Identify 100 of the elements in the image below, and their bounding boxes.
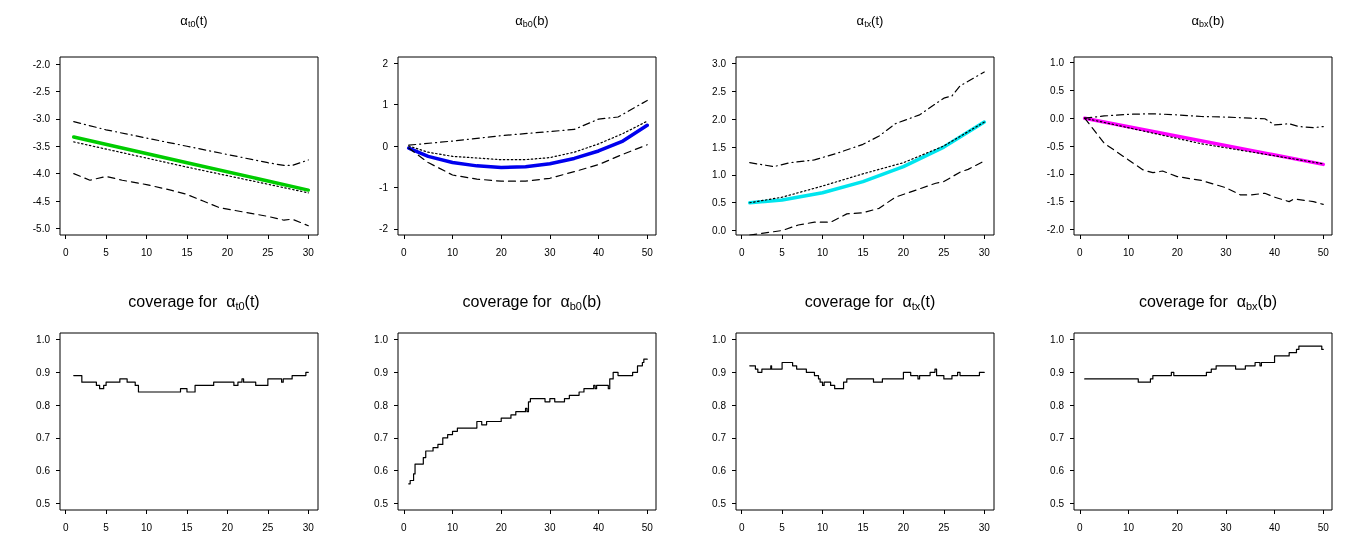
x-tick-label: 50 xyxy=(1317,246,1330,258)
x-tick-label: 0 xyxy=(738,246,745,258)
x-tick-label: 0 xyxy=(401,246,408,258)
x-tick-label: 20 xyxy=(221,521,234,533)
x-tick-label: 30 xyxy=(1220,521,1232,533)
y-tick-label: -2.0 xyxy=(1046,223,1065,235)
y-tick-label: 0.5 xyxy=(712,497,727,509)
y-tick-label: 3.0 xyxy=(712,58,727,70)
y-tick-label: -2 xyxy=(379,223,389,235)
x-tick-label: 10 xyxy=(140,521,153,533)
y-tick-label: -1 xyxy=(379,181,389,193)
x-tick-label: 20 xyxy=(221,246,234,258)
x-tick-label: 40 xyxy=(1269,521,1281,533)
y-tick-label: 2.0 xyxy=(712,113,727,125)
x-tick-label: 10 xyxy=(140,246,153,258)
y-tick-label: 0.9 xyxy=(36,366,51,378)
x-tick-label: 0 xyxy=(1077,246,1084,258)
x-tick-label: 50 xyxy=(641,521,654,533)
y-tick-label: 0.6 xyxy=(36,465,51,477)
x-tick-label: 15 xyxy=(857,246,869,258)
x-tick-label: 10 xyxy=(446,521,459,533)
y-tick-label: 0.8 xyxy=(1050,399,1065,411)
x-tick-label: 15 xyxy=(181,246,193,258)
x-tick-label: 20 xyxy=(1171,246,1184,258)
x-tick-label: 10 xyxy=(1122,521,1135,533)
y-tick-label: 2 xyxy=(382,57,389,69)
y-tick-label: 0.7 xyxy=(712,432,727,444)
x-tick-label: 5 xyxy=(103,521,110,533)
y-tick-label: -3.0 xyxy=(32,113,51,125)
y-tick-label: 1.0 xyxy=(1050,57,1065,69)
x-tick-label: 25 xyxy=(262,246,274,258)
y-tick-label: 0.0 xyxy=(1050,112,1065,124)
x-tick-label: 20 xyxy=(897,246,910,258)
x-tick-label: 10 xyxy=(446,246,459,258)
y-tick-label: -1.0 xyxy=(1046,168,1065,180)
y-tick-label: 0.6 xyxy=(374,465,389,477)
y-tick-label: 1.0 xyxy=(712,334,727,346)
x-tick-label: 40 xyxy=(593,521,605,533)
y-tick-label: 0.9 xyxy=(374,366,389,378)
x-tick-label: 30 xyxy=(978,521,991,533)
x-tick-label: 0 xyxy=(738,521,745,533)
x-tick-label: 0 xyxy=(62,246,69,258)
y-tick-label: 1.0 xyxy=(712,169,727,181)
x-tick-label: 20 xyxy=(1171,521,1184,533)
y-tick-label: 0 xyxy=(382,140,389,152)
y-tick-label: 0.7 xyxy=(1050,432,1065,444)
x-tick-label: 10 xyxy=(816,246,829,258)
y-tick-label: 0.5 xyxy=(712,197,727,209)
x-tick-label: 0 xyxy=(401,521,408,533)
x-tick-label: 5 xyxy=(103,246,110,258)
x-tick-label: 50 xyxy=(1317,521,1330,533)
x-tick-label: 5 xyxy=(779,521,786,533)
y-tick-label: 0.8 xyxy=(712,399,727,411)
y-tick-label: 1.0 xyxy=(374,334,389,346)
y-tick-label: 0.7 xyxy=(374,432,389,444)
x-tick-label: 15 xyxy=(181,521,193,533)
y-tick-label: -0.5 xyxy=(1046,140,1065,152)
y-tick-label: 1.0 xyxy=(1050,334,1065,346)
x-tick-label: 30 xyxy=(544,521,556,533)
x-tick-label: 20 xyxy=(495,521,508,533)
x-tick-label: 40 xyxy=(593,246,605,258)
x-tick-label: 15 xyxy=(857,521,869,533)
x-tick-label: 30 xyxy=(544,246,556,258)
y-tick-label: 0.5 xyxy=(36,497,51,509)
x-tick-label: 30 xyxy=(302,521,315,533)
x-tick-label: 10 xyxy=(1122,246,1135,258)
y-tick-label: 0.0 xyxy=(712,225,727,237)
x-tick-label: 5 xyxy=(779,246,786,258)
x-tick-label: 20 xyxy=(495,246,508,258)
y-tick-label: 0.5 xyxy=(374,497,389,509)
x-tick-label: 0 xyxy=(1077,521,1084,533)
y-tick-label: -4.5 xyxy=(32,195,51,207)
y-tick-label: 0.5 xyxy=(1050,84,1065,96)
y-tick-label: 0.6 xyxy=(712,465,727,477)
y-tick-label: 0.8 xyxy=(36,399,51,411)
x-tick-label: 20 xyxy=(897,521,910,533)
y-tick-label: -3.5 xyxy=(32,140,51,152)
x-tick-label: 50 xyxy=(641,246,654,258)
y-tick-label: -4.0 xyxy=(32,168,51,180)
y-tick-label: -2.5 xyxy=(32,86,51,97)
y-tick-label: 0.6 xyxy=(1050,465,1065,477)
y-tick-label: 0.9 xyxy=(1050,366,1065,378)
y-tick-label: 1.5 xyxy=(712,141,727,153)
y-tick-label: 0.7 xyxy=(36,432,51,444)
x-tick-label: 30 xyxy=(302,246,315,258)
x-tick-label: 0 xyxy=(62,521,69,533)
y-tick-label: 0.5 xyxy=(1050,497,1065,509)
x-tick-label: 30 xyxy=(1220,246,1232,258)
y-tick-label: 2.5 xyxy=(712,85,727,97)
x-tick-label: 25 xyxy=(262,521,274,533)
x-tick-label: 10 xyxy=(816,521,829,533)
y-tick-label: 1.0 xyxy=(36,334,51,346)
y-tick-label: -5.0 xyxy=(32,222,51,234)
y-tick-label: 1 xyxy=(382,99,389,111)
x-tick-label: 40 xyxy=(1269,246,1281,258)
y-tick-label: 0.9 xyxy=(712,366,727,378)
y-tick-label: -1.5 xyxy=(1046,196,1065,208)
y-tick-label: 0.8 xyxy=(374,399,389,411)
y-tick-label: -2.0 xyxy=(32,58,51,70)
x-tick-label: 25 xyxy=(938,246,950,258)
